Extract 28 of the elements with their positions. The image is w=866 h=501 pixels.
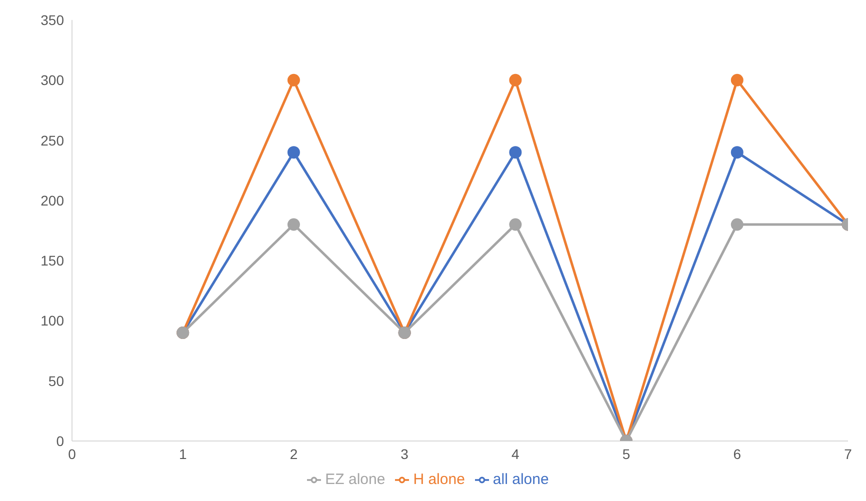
legend-label: EZ alone	[325, 471, 386, 488]
point	[509, 74, 522, 86]
x-tick-label: 0	[68, 446, 76, 462]
x-tick-label: 2	[290, 446, 298, 462]
point	[287, 218, 300, 231]
y-tick-label: 50	[48, 372, 64, 389]
point	[509, 218, 522, 231]
y-tick-label: 350	[40, 12, 64, 28]
y-tick-label: 100	[40, 312, 64, 329]
point	[509, 146, 522, 159]
legend-label: H alone	[413, 471, 465, 488]
legend-label: all alone	[492, 471, 549, 488]
y-tick-label: 150	[40, 252, 64, 269]
x-tick-label: 4	[512, 446, 520, 462]
x-tick-label: 5	[622, 446, 630, 462]
point	[287, 74, 300, 86]
x-tick-label: 7	[844, 446, 852, 462]
x-tick-label: 3	[400, 446, 409, 462]
y-tick-label: 250	[40, 132, 64, 148]
x-tick-label: 6	[733, 446, 742, 462]
point	[730, 74, 744, 86]
point	[287, 146, 300, 159]
y-tick-label: 300	[40, 72, 64, 88]
point	[730, 218, 744, 231]
y-tick-label: 200	[40, 192, 64, 208]
y-tick-label: 0	[56, 432, 64, 449]
point	[730, 146, 744, 159]
x-tick-label: 1	[178, 446, 187, 462]
